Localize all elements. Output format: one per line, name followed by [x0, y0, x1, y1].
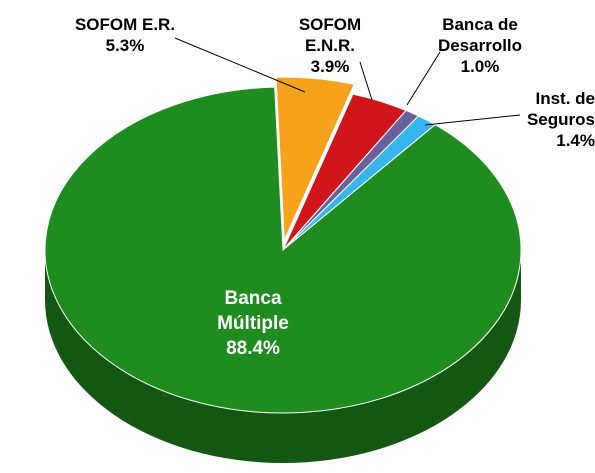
slice-value: 1.4% [556, 131, 595, 150]
slice [275, 76, 355, 241]
slice-side [45, 250, 521, 463]
data-label: Inst. de Seguros 1.4% [505, 88, 595, 151]
slice-name: Banca de Desarrollo [437, 15, 523, 55]
slice-value: 3.9% [310, 57, 350, 76]
slice-value: 5.3% [105, 36, 145, 55]
leader-line [359, 61, 373, 101]
slice-name: Banca Múltiple [217, 288, 289, 334]
data-label: SOFOM E.R. 5.3% [65, 14, 185, 56]
data-label: SOFOM E.N.R. 3.9% [290, 14, 370, 77]
slice-name: Inst. de Seguros [526, 89, 595, 129]
slice-value: 88.4% [226, 338, 280, 359]
leader-line [424, 114, 521, 126]
slice [44, 86, 522, 414]
slice-name: SOFOM E.R. [74, 15, 176, 34]
slice-name: SOFOM E.N.R. [298, 15, 362, 55]
data-label: Banca Múltiple 88.4% [193, 286, 313, 361]
slice-value: 1.0% [460, 57, 500, 76]
leader-line [174, 37, 306, 93]
data-label: Banca de Desarrollo 1.0% [425, 14, 535, 77]
leader-line [406, 51, 441, 106]
